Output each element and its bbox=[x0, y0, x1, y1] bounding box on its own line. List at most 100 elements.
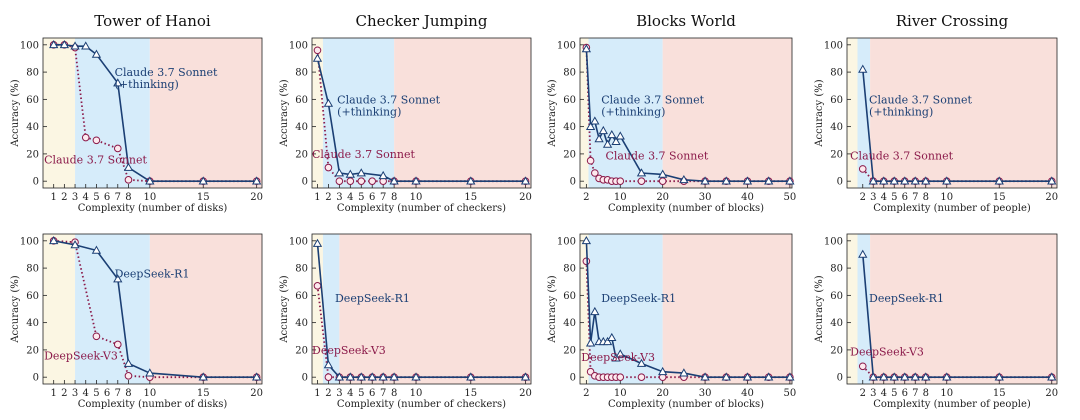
y-tick-label: 20 bbox=[295, 345, 308, 356]
series-point-thinking bbox=[658, 169, 668, 178]
x-tick-label: 6 bbox=[902, 388, 908, 399]
x-tick-label: 2 bbox=[61, 192, 67, 203]
complexity-region-low bbox=[43, 38, 76, 188]
x-tick-label: 1 bbox=[314, 192, 320, 203]
complexity-region-low bbox=[847, 38, 858, 188]
series-point-thinking bbox=[602, 336, 613, 346]
complexity-region-mid bbox=[857, 38, 871, 188]
series-point-thinking bbox=[356, 372, 366, 381]
y-tick-label: 60 bbox=[830, 95, 843, 106]
y-tick-label: 100 bbox=[289, 40, 308, 51]
y-tick-label: 20 bbox=[295, 149, 308, 160]
series-point-thinking bbox=[1047, 176, 1057, 185]
series-point-thinking bbox=[858, 64, 868, 73]
series-point-base bbox=[113, 144, 122, 153]
y-tick-label: 0 bbox=[33, 373, 39, 384]
x-tick-label: 4 bbox=[347, 192, 353, 203]
series-point-thinking bbox=[49, 40, 59, 49]
x-tick-label: 10 bbox=[143, 388, 156, 399]
complexity-region-mid bbox=[322, 234, 340, 384]
series-annotation-thinking: DeepSeek-R1 bbox=[601, 292, 676, 305]
x-tick-label: 7 bbox=[912, 388, 918, 399]
series-point-thinking bbox=[198, 176, 208, 185]
series-point-thinking bbox=[594, 134, 604, 143]
complexity-region-mid bbox=[75, 234, 150, 384]
y-tick-label: 80 bbox=[295, 68, 308, 79]
y-tick-label: 0 bbox=[570, 177, 576, 188]
series-point-thinking bbox=[378, 170, 388, 180]
series-point-thinking bbox=[389, 372, 399, 381]
y-tick-label: 80 bbox=[26, 264, 39, 275]
series-point-thinking bbox=[59, 40, 70, 49]
x-tick-label: 20 bbox=[250, 388, 263, 399]
series-point-thinking bbox=[785, 176, 795, 185]
x-axis-label: Complexity (number of people) bbox=[873, 399, 1031, 410]
y-tick-label: 40 bbox=[26, 318, 39, 329]
x-axis-label: Complexity (number of disks) bbox=[78, 399, 228, 410]
series-point-thinking bbox=[466, 372, 476, 381]
x-axis-label: Complexity (number of blocks) bbox=[608, 203, 764, 214]
y-tick-label: 60 bbox=[26, 95, 39, 106]
y-tick-label: 40 bbox=[563, 122, 576, 133]
series-point-thinking bbox=[742, 372, 753, 381]
series-point-base bbox=[637, 177, 646, 185]
series-point-thinking bbox=[615, 349, 625, 358]
series-point-thinking bbox=[345, 169, 355, 178]
y-tick-label: 20 bbox=[563, 149, 576, 160]
y-tick-label: 100 bbox=[20, 236, 39, 247]
series-point-base bbox=[324, 373, 333, 381]
series-point-thinking bbox=[312, 238, 323, 247]
y-axis-label: Accuracy (%) bbox=[547, 275, 558, 343]
x-tick-label: 2 bbox=[860, 192, 866, 203]
y-tick-label: 20 bbox=[830, 149, 843, 160]
x-tick-label: 7 bbox=[115, 192, 121, 203]
series-point-thinking bbox=[679, 175, 689, 184]
x-tick-label: 20 bbox=[519, 192, 532, 203]
annotation-line: (+thinking) bbox=[869, 105, 933, 118]
series-point-base bbox=[313, 46, 322, 55]
series-point-thinking bbox=[910, 372, 920, 381]
y-tick-label: 40 bbox=[295, 318, 308, 329]
x-axis-label: Complexity (number of blocks) bbox=[608, 399, 764, 410]
series-annotation-thinking: DeepSeek-R1 bbox=[869, 292, 944, 305]
series-point-base bbox=[313, 282, 322, 290]
series-point-thinking bbox=[607, 130, 617, 139]
series-point-base bbox=[616, 373, 625, 381]
series-point-base bbox=[591, 169, 599, 177]
x-tick-label: 15 bbox=[197, 388, 210, 399]
series-point-base bbox=[357, 177, 366, 185]
y-tick-label: 40 bbox=[830, 122, 843, 133]
x-tick-label: 4 bbox=[347, 388, 353, 399]
chart-panel-5: 0 20 40 60 80 100 1 2 3 4 5 6 7 8 10 15 20 Complexity (nu… bbox=[10, 233, 263, 410]
x-tick-label: 50 bbox=[784, 388, 797, 399]
series-point-thinking bbox=[889, 372, 899, 381]
series-point-base bbox=[113, 340, 122, 349]
complexity-region-mid bbox=[75, 38, 150, 188]
annotation-line: (+thinking) bbox=[601, 105, 665, 118]
series-point-thinking bbox=[889, 176, 899, 185]
series-point-base bbox=[616, 177, 625, 185]
series-point-thinking bbox=[581, 236, 592, 245]
annotation-line: (+thinking) bbox=[115, 78, 179, 91]
series-point-thinking bbox=[590, 116, 600, 125]
series-point-thinking bbox=[145, 368, 155, 377]
x-tick-label: 10 bbox=[940, 192, 953, 203]
x-tick-label: 8 bbox=[125, 388, 131, 399]
series-point-thinking bbox=[721, 176, 731, 185]
series-point-thinking bbox=[251, 372, 262, 381]
x-tick-label: 15 bbox=[993, 192, 1006, 203]
series-point-thinking bbox=[113, 274, 123, 283]
x-tick-label: 30 bbox=[699, 388, 712, 399]
y-axis-label: Accuracy (%) bbox=[279, 79, 290, 147]
series-point-thinking bbox=[994, 176, 1004, 185]
series-line-thinking bbox=[53, 240, 257, 379]
chart-panel-8: 0 20 40 60 80 100 2 3 4 5 6 7 8 10 15 20 Complexity (num… bbox=[814, 233, 1058, 410]
annotation-line: Claude 3.7 Sonnet bbox=[312, 148, 415, 161]
series-point-thinking bbox=[411, 372, 421, 381]
series-point-thinking bbox=[251, 176, 262, 185]
x-tick-label: 2 bbox=[583, 192, 589, 203]
series-point-thinking bbox=[994, 372, 1004, 381]
y-tick-label: 80 bbox=[295, 264, 308, 275]
y-tick-label: 20 bbox=[563, 345, 576, 356]
series-point-base bbox=[324, 163, 333, 172]
